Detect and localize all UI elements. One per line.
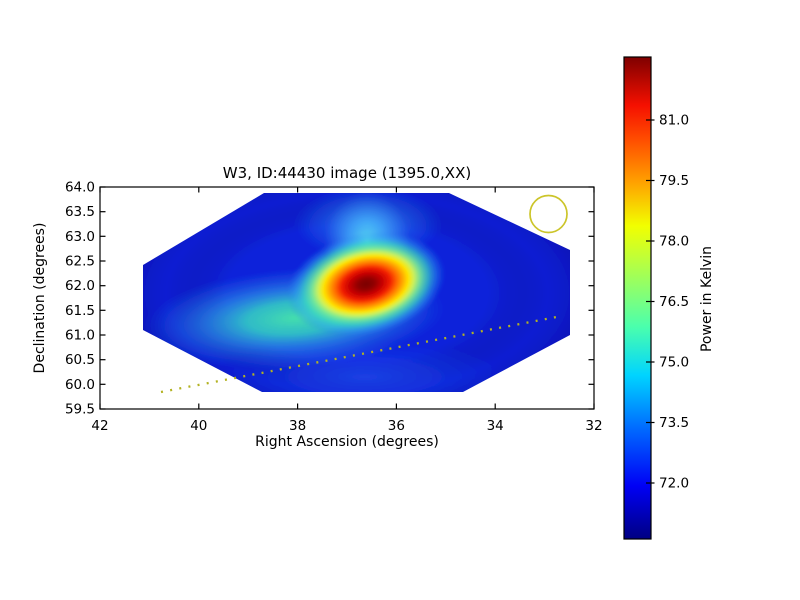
x-tick-label: 36 (388, 418, 405, 434)
heatmap-hotspot-layer (143, 193, 570, 392)
y-tick-label: 60.5 (65, 352, 95, 368)
colorbar: 81.0 79.5 78.0 76.5 75.0 73.5 72.0 Power… (623, 56, 715, 540)
x-tick-label: 32 (585, 418, 602, 434)
y-axis-ticks-right (588, 186, 594, 410)
y-tick-label: 63.5 (65, 204, 95, 220)
x-axis-ticks-bottom (99, 403, 595, 409)
x-tick-label: 42 (91, 418, 108, 434)
y-axis-label: Declination (degrees) (32, 223, 48, 374)
colorbar-tick-label: 78.0 (659, 234, 689, 250)
colorbar-tick-labels: 81.0 79.5 78.0 76.5 75.0 73.5 72.0 (659, 113, 689, 492)
x-axis-label: Right Ascension (degrees) (255, 434, 439, 450)
x-tick-label: 38 (289, 418, 306, 434)
y-tick-label: 63.0 (65, 229, 95, 245)
y-tick-label: 60.0 (65, 377, 95, 393)
y-tick-label: 59.5 (65, 402, 95, 418)
y-tick-label: 64.0 (65, 180, 95, 196)
plot-title: W3, ID:44430 image (1395.0,XX) (223, 164, 471, 182)
x-axis-ticks-top (99, 187, 595, 193)
colorbar-gradient (623, 56, 652, 540)
axes-frame (99, 186, 595, 410)
colorbar-ticks (646, 119, 655, 484)
x-tick-label: 34 (487, 418, 504, 434)
colorbar-tick-label: 75.0 (659, 355, 689, 371)
x-tick-labels: 42 40 38 36 34 32 (91, 418, 602, 434)
heatmap-blob (143, 193, 570, 392)
y-tick-label: 61.5 (65, 303, 95, 319)
colorbar-tick-label: 81.0 (659, 113, 689, 129)
x-tick-label: 40 (190, 418, 207, 434)
beam-circle-marker (529, 194, 568, 234)
y-tick-labels: 64.0 63.5 63.0 62.5 62.0 61.5 61.0 60.5 … (65, 180, 95, 418)
y-tick-label: 61.0 (65, 328, 95, 344)
colorbar-tick-label: 73.5 (659, 415, 689, 431)
colorbar-tick-label: 76.5 (659, 294, 689, 310)
y-tick-label: 62.5 (65, 254, 95, 270)
colorbar-tick-label: 72.0 (659, 476, 689, 492)
colorbar-tick-label: 79.5 (659, 173, 689, 189)
colorbar-label: Power in Kelvin (699, 246, 715, 352)
y-tick-label: 62.0 (65, 278, 95, 294)
y-axis-ticks-left (100, 186, 106, 410)
